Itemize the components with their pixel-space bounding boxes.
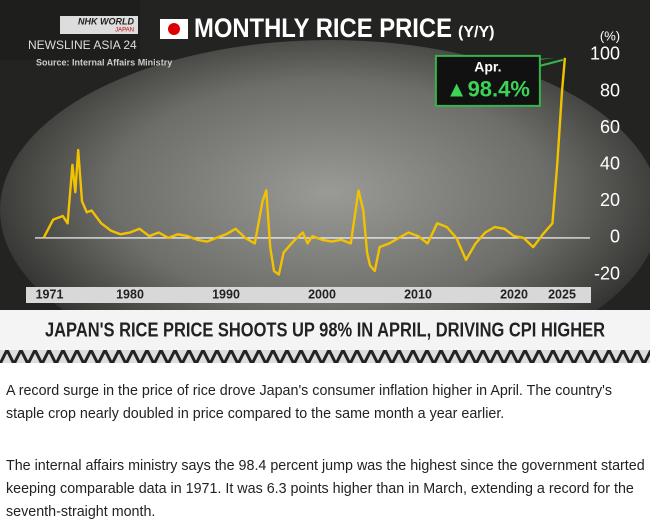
x-axis-strip [26,287,591,303]
brand-sub: JAPAN [115,28,134,34]
headline-banner [0,310,650,352]
brand: NHK WORLD [78,16,134,26]
x-tick-label: 2010 [404,287,432,301]
chart-subtitle: (Y/Y) [458,24,494,41]
y-tick-label: 0 [610,227,620,247]
rice-bowl [0,40,650,363]
y-tick-label: -20 [594,263,620,283]
source: Source: Internal Affairs Ministry [36,57,172,67]
x-tick-label: 2000 [308,287,336,301]
data-label: ▲98.4% [446,77,530,102]
annotation-box [434,54,541,107]
y-axis-label: (%) [600,28,620,43]
chart: NHK WORLD JAPAN NEWSLINE ASIA 24 Source:… [0,0,650,363]
x-tick-label: 1971 [36,287,64,301]
x-tick-label: 1980 [116,287,144,301]
y-tick-label: 80 [600,80,620,100]
x-tick-label: 1990 [212,287,240,301]
y-tick-label: 60 [600,117,620,137]
y-tick-label: 20 [600,190,620,210]
x-tick-label: 2025 [548,287,576,301]
annotation-pointer [539,58,564,67]
logo-box [60,16,138,34]
headline: JAPAN'S RICE PRICE SHOOTS UP 98% IN APRI… [45,319,605,341]
flag-sun [168,23,180,35]
annotation-box [539,57,555,60]
banner-pattern [0,350,650,363]
line [42,57,567,276]
y-tick-label: 40 [600,154,620,174]
annotation-label: Apr. [474,59,501,75]
paragraph: The internal affairs ministry says the 9… [6,458,645,520]
x-tick-label: 2020 [500,287,528,301]
y-tick-label: 100 [590,44,620,64]
paragraph: A record surge in the price of rice drov… [6,383,612,422]
chart-title: MONTHLY RICE PRICE [194,13,452,43]
program: NEWSLINE ASIA 24 [28,38,137,52]
